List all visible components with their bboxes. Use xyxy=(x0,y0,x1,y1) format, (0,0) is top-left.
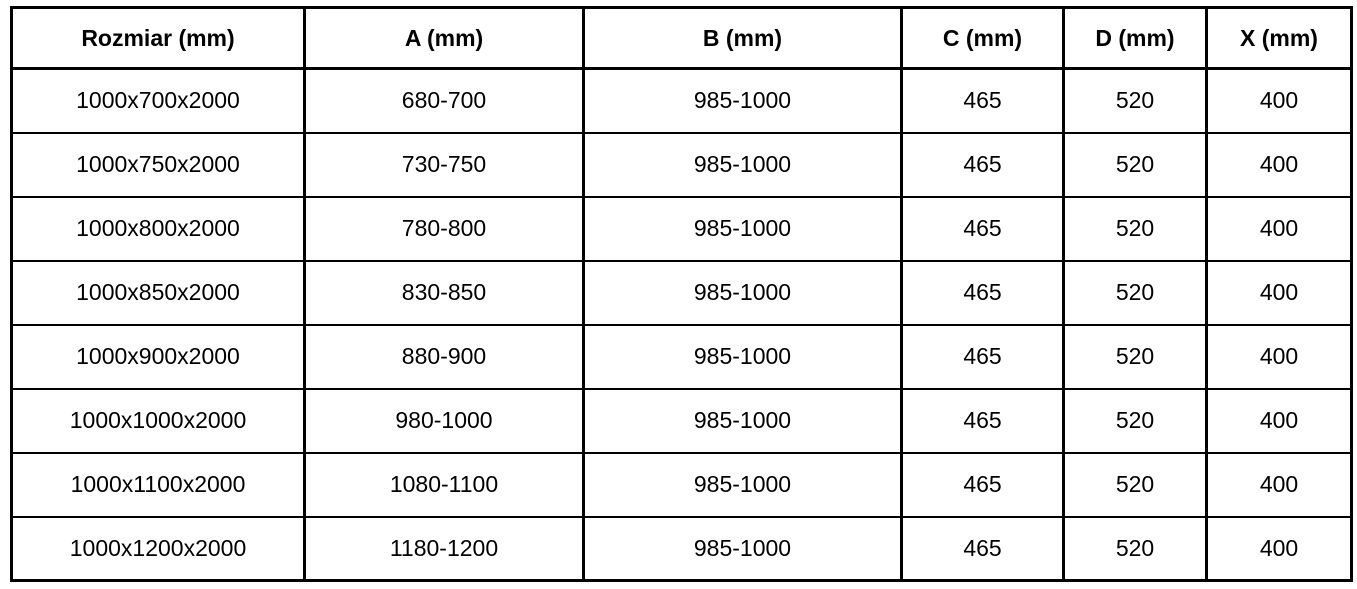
table-cell: 830-850 xyxy=(303,259,585,326)
table-cell: 680-700 xyxy=(303,67,585,134)
table-cell: 1000x1100x2000 xyxy=(10,451,306,518)
table-cell: 1000x800x2000 xyxy=(10,195,306,262)
table-cell: 465 xyxy=(900,387,1065,454)
column-header-c: C (mm) xyxy=(900,6,1065,70)
table-cell: 985-1000 xyxy=(582,387,903,454)
table-cell: 1180-1200 xyxy=(303,515,585,582)
table-body: 1000x700x2000 680-700 985-1000 465 520 400 100… xyxy=(10,67,1353,582)
table-header: Rozmiar (mm) A (mm) B (mm) C (mm) D (mm)… xyxy=(10,6,1353,70)
table-cell: 985-1000 xyxy=(582,67,903,134)
table-cell: 1000x1200x2000 xyxy=(10,515,306,582)
table-row: 1000x850x2000 830-850 985-1000 465 520 400 xyxy=(10,259,1353,326)
table-cell: 520 xyxy=(1062,67,1208,134)
table-cell: 400 xyxy=(1205,323,1353,390)
table-cell: 520 xyxy=(1062,131,1208,198)
table-cell: 730-750 xyxy=(303,131,585,198)
table-cell: 400 xyxy=(1205,131,1353,198)
column-header-a: A (mm) xyxy=(303,6,585,70)
table-cell: 520 xyxy=(1062,195,1208,262)
column-header-d: D (mm) xyxy=(1062,6,1208,70)
table-cell: 985-1000 xyxy=(582,515,903,582)
table-cell: 1000x1000x2000 xyxy=(10,387,306,454)
table-row: 1000x700x2000 680-700 985-1000 465 520 400 xyxy=(10,67,1353,134)
table-cell: 520 xyxy=(1062,387,1208,454)
table-cell: 1000x750x2000 xyxy=(10,131,306,198)
size-dimensions-table: Rozmiar (mm) A (mm) B (mm) C (mm) D (mm)… xyxy=(10,6,1353,582)
table-cell: 465 xyxy=(900,195,1065,262)
table-cell: 985-1000 xyxy=(582,131,903,198)
column-header-rozmiar: Rozmiar (mm) xyxy=(10,6,306,70)
table-row: 1000x1200x2000 1180-1200 985-1000 465 520 400 xyxy=(10,515,1353,582)
table-cell: 1000x900x2000 xyxy=(10,323,306,390)
column-header-b: B (mm) xyxy=(582,6,903,70)
table-row: 1000x900x2000 880-900 985-1000 465 520 400 xyxy=(10,323,1353,390)
column-header-x: X (mm) xyxy=(1205,6,1353,70)
table-cell: 985-1000 xyxy=(582,259,903,326)
table-cell: 880-900 xyxy=(303,323,585,390)
table-cell: 780-800 xyxy=(303,195,585,262)
table-cell: 465 xyxy=(900,131,1065,198)
table-header-row: Rozmiar (mm) A (mm) B (mm) C (mm) D (mm)… xyxy=(10,6,1353,70)
table-cell: 400 xyxy=(1205,515,1353,582)
table-cell: 465 xyxy=(900,323,1065,390)
table-row: 1000x800x2000 780-800 985-1000 465 520 400 xyxy=(10,195,1353,262)
table-cell: 400 xyxy=(1205,451,1353,518)
table-cell: 400 xyxy=(1205,67,1353,134)
table-cell: 1080-1100 xyxy=(303,451,585,518)
table-cell: 520 xyxy=(1062,451,1208,518)
table-cell: 465 xyxy=(900,515,1065,582)
table-cell: 400 xyxy=(1205,259,1353,326)
table-cell: 520 xyxy=(1062,259,1208,326)
table-row: 1000x1000x2000 980-1000 985-1000 465 520 400 xyxy=(10,387,1353,454)
table-cell: 985-1000 xyxy=(582,323,903,390)
table-cell: 465 xyxy=(900,67,1065,134)
table-cell: 985-1000 xyxy=(582,451,903,518)
table-cell: 465 xyxy=(900,259,1065,326)
table-cell: 520 xyxy=(1062,515,1208,582)
table-cell: 985-1000 xyxy=(582,195,903,262)
table-cell: 1000x700x2000 xyxy=(10,67,306,134)
table-row: 1000x1100x2000 1080-1100 985-1000 465 520 400 xyxy=(10,451,1353,518)
table-cell: 400 xyxy=(1205,195,1353,262)
table-cell: 520 xyxy=(1062,323,1208,390)
table-cell: 980-1000 xyxy=(303,387,585,454)
table-cell: 400 xyxy=(1205,387,1353,454)
table-cell: 465 xyxy=(900,451,1065,518)
table-cell: 1000x850x2000 xyxy=(10,259,306,326)
table-row: 1000x750x2000 730-750 985-1000 465 520 400 xyxy=(10,131,1353,198)
